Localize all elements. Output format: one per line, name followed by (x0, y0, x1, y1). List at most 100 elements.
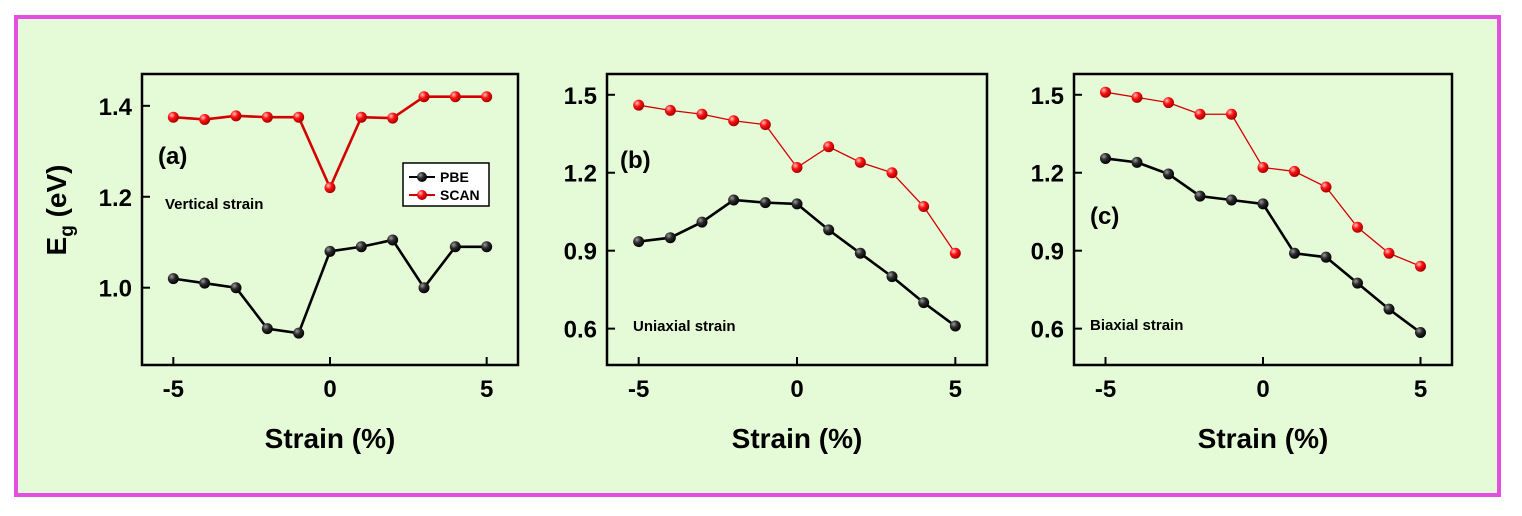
strain-annotation: Vertical strain (165, 196, 263, 213)
data-point-scan (167, 111, 179, 123)
y-tick-label: 1.5 (564, 83, 597, 110)
data-point-scan (324, 182, 336, 194)
data-point-scan (355, 111, 367, 123)
y-tick-label: 1.0 (99, 276, 132, 303)
data-point-pbe (759, 197, 771, 209)
legend-box (402, 162, 490, 207)
data-point-scan (1131, 91, 1143, 103)
data-point-pbe (1163, 168, 1174, 180)
y-tick-label: 1.4 (99, 94, 133, 121)
plot-frame (140, 72, 520, 367)
legend-label: PBE (440, 169, 469, 185)
data-point-pbe (1194, 190, 1206, 202)
data-point-pbe (199, 277, 211, 289)
data-point-pbe (481, 241, 493, 253)
data-point-pbe (1100, 152, 1111, 164)
series-line-pbe (638, 198, 957, 328)
y-tick-label: 1.2 (99, 185, 132, 212)
data-point-scan (481, 91, 493, 103)
data-point-pbe (949, 320, 961, 332)
data-point-pbe (261, 323, 273, 335)
y-axis-label: Eg (eV) (41, 165, 78, 256)
x-tick-label: 5 (1414, 376, 1427, 403)
x-tick-label: 0 (790, 376, 803, 403)
x-tick-label: -5 (628, 376, 649, 403)
y-tick-label: 0.6 (1031, 317, 1064, 344)
panel-label: (c) (1090, 203, 1119, 230)
data-point-scan (633, 99, 645, 111)
y-tick-label: 0.9 (564, 239, 597, 266)
data-point-scan (449, 91, 461, 103)
data-point-pbe (918, 297, 930, 309)
data-point-pbe (167, 273, 179, 285)
x-tick-label: -5 (163, 376, 184, 403)
data-point-pbe (230, 282, 242, 294)
data-point-scan (728, 115, 740, 127)
x-tick-label: 5 (480, 376, 493, 403)
y-tick-label: 0.6 (564, 317, 597, 344)
data-point-pbe (728, 194, 740, 206)
series-line-pbe (1105, 157, 1422, 334)
x-tick-label: 0 (1256, 376, 1269, 403)
data-point-pbe (791, 198, 803, 210)
data-point-scan (664, 104, 676, 116)
strain-annotation: Uniaxial strain (633, 318, 736, 335)
data-point-pbe (823, 224, 835, 236)
data-point-pbe (1383, 303, 1395, 315)
x-axis-label: Strain (%) (732, 423, 863, 454)
figure-frame (14, 15, 1501, 497)
legend-label: SCAN (440, 187, 480, 203)
data-point-scan (1320, 181, 1332, 193)
data-point-scan (1257, 162, 1269, 174)
data-point-scan (1163, 97, 1174, 109)
data-point-scan (1226, 108, 1237, 120)
data-point-scan (823, 141, 835, 153)
y-axis-label-unit: (eV) (41, 165, 72, 226)
data-point-scan (1415, 260, 1426, 272)
data-point-pbe (449, 241, 461, 253)
data-point-scan (854, 156, 866, 168)
data-point-scan (293, 111, 305, 123)
data-point-scan (918, 201, 930, 213)
y-axis-label-main: E (41, 237, 72, 256)
data-point-pbe (854, 247, 866, 259)
data-point-pbe (1257, 198, 1269, 210)
y-axis-label-sub: g (57, 225, 78, 237)
x-tick-label: 5 (949, 376, 962, 403)
y-tick-label: 1.2 (564, 161, 597, 188)
x-axis-label: Strain (%) (1198, 423, 1329, 454)
data-point-pbe (633, 236, 645, 248)
panel-label: (a) (158, 143, 187, 170)
y-tick-label: 0.9 (1031, 239, 1064, 266)
data-point-pbe (387, 234, 399, 246)
legend-marker (417, 172, 427, 182)
data-point-scan (1100, 86, 1111, 98)
data-point-scan (696, 108, 708, 120)
data-point-pbe (324, 245, 336, 257)
data-point-scan (1352, 221, 1363, 233)
data-point-pbe (1415, 327, 1426, 339)
x-axis-label: Strain (%) (265, 423, 396, 454)
data-point-pbe (1131, 156, 1143, 168)
data-point-pbe (886, 271, 898, 283)
chart-panel-c: -5 0 5 0.6 0.9 1.2 1.5 Strain (%) Biaxial strain… (1031, 72, 1454, 454)
data-point-pbe (1320, 251, 1332, 263)
data-point-scan (1383, 247, 1395, 259)
data-point-scan (791, 162, 803, 174)
data-point-pbe (696, 216, 708, 228)
data-point-scan (1289, 165, 1300, 177)
panel-label: (b) (620, 147, 651, 174)
chart-panel-b: -5 0 5 0.6 0.9 1.2 1.5 Strain (%) Uniaxial strai… (564, 72, 989, 454)
data-point-scan (949, 247, 961, 259)
data-point-scan (199, 113, 211, 125)
data-point-scan (387, 112, 399, 124)
x-tick-label: 0 (323, 376, 336, 403)
data-point-scan (418, 91, 430, 103)
data-point-scan (886, 167, 898, 179)
data-point-scan (261, 111, 273, 123)
data-point-pbe (293, 327, 305, 339)
data-point-pbe (1289, 247, 1300, 259)
legend-marker (417, 190, 427, 200)
data-point-scan (1194, 108, 1206, 120)
